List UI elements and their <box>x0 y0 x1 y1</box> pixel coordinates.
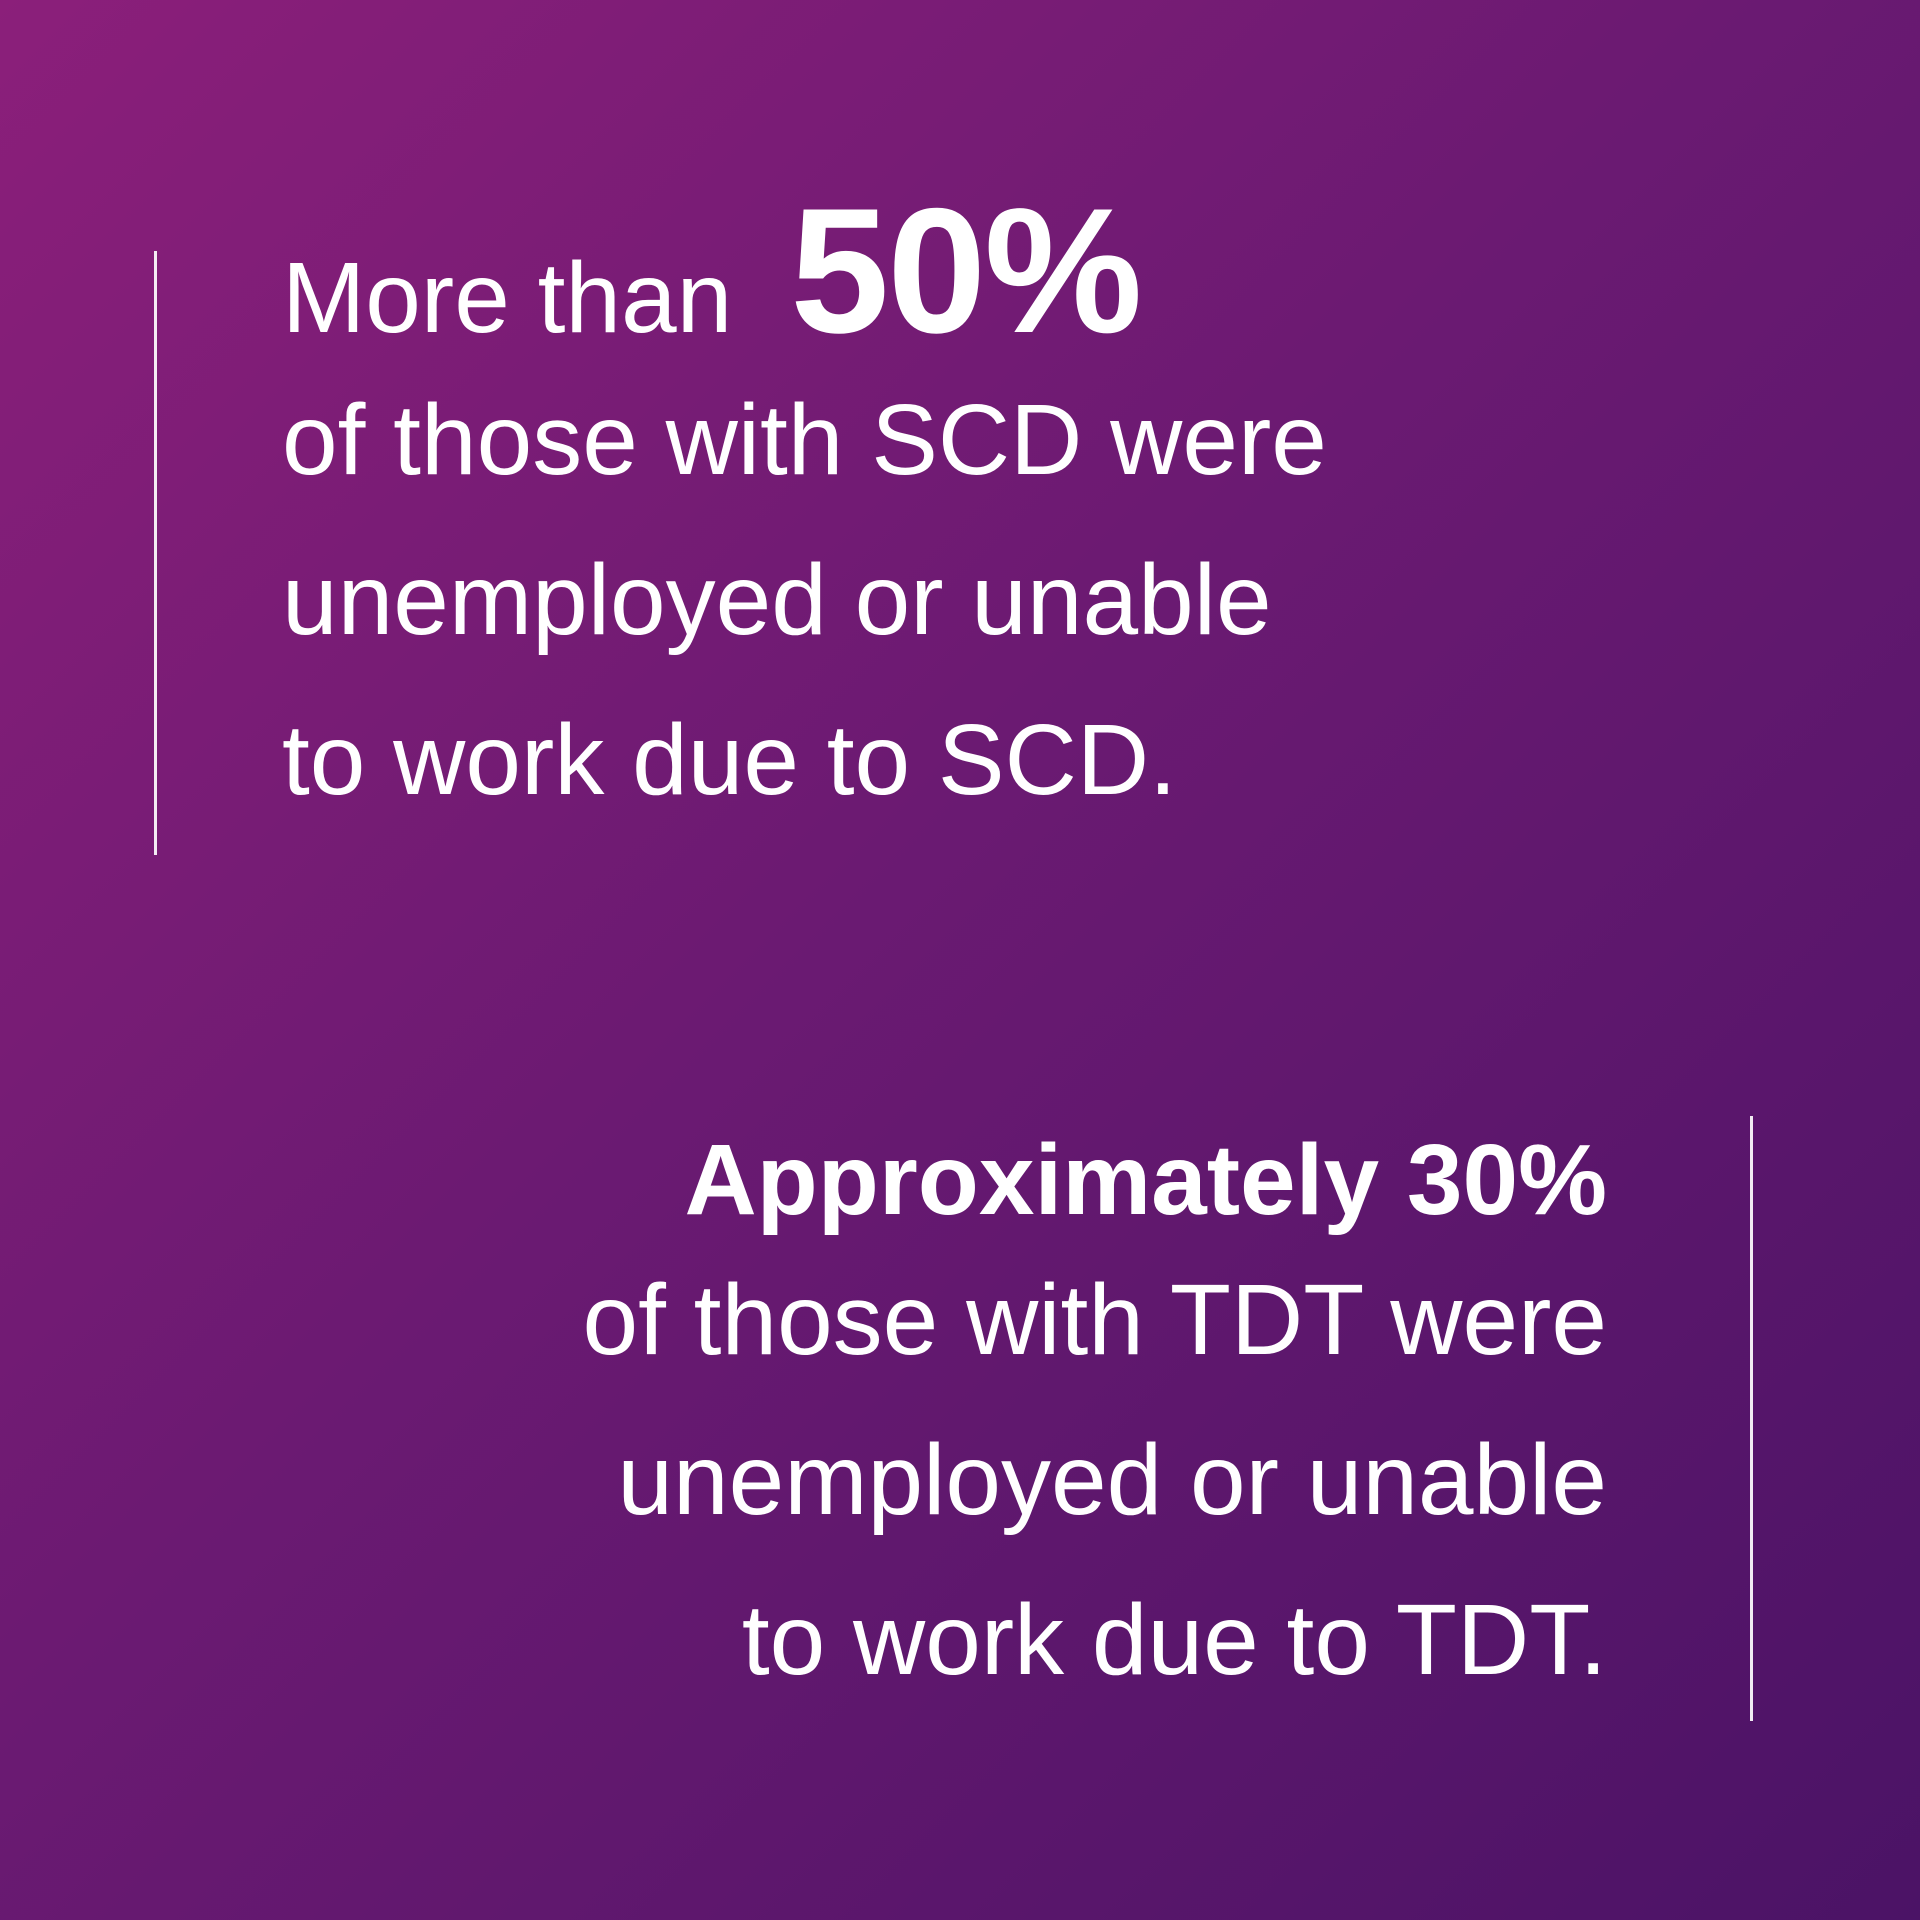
scd-percentage: 50% <box>790 171 1142 370</box>
tdt-line-2: unemployed or unable <box>617 1424 1607 1536</box>
scd-line-1: of those with SCD were <box>282 384 1327 496</box>
scd-line-3: to work due to SCD. <box>282 704 1177 816</box>
left-divider <box>154 251 157 855</box>
scd-stat-block: More than 50% of those with SCD were une… <box>154 182 1582 855</box>
right-divider <box>1750 1116 1753 1721</box>
scd-lead-line: More than 50% <box>282 182 1582 360</box>
scd-lead-text: More than <box>282 242 733 354</box>
tdt-line-1: of those with TDT were <box>582 1264 1607 1376</box>
tdt-headline: Approximately 30% <box>684 1124 1607 1236</box>
scd-line-2: unemployed or unable <box>282 544 1272 656</box>
scd-description: of those with SCD were unemployed or una… <box>282 360 1582 840</box>
tdt-line-3: to work due to TDT. <box>741 1584 1607 1696</box>
tdt-description: of those with TDT were unemployed or una… <box>307 1240 1607 1720</box>
tdt-stat-block: Approximately 30% of those with TDT were… <box>307 1116 1753 1721</box>
